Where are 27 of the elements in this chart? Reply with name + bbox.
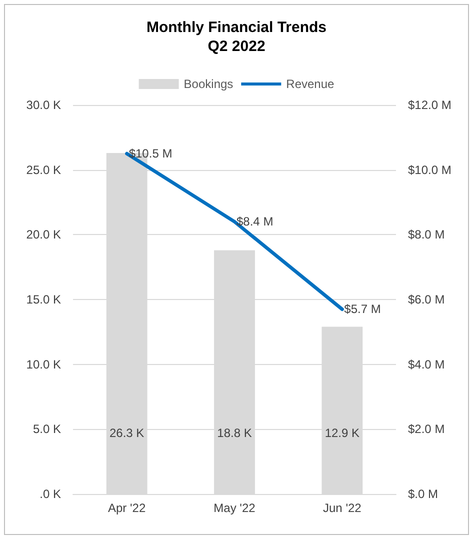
y-tick-label: 5.0 K	[32, 422, 61, 436]
x-tick-label: Apr '22	[108, 501, 146, 515]
legend-label: Revenue	[286, 77, 335, 91]
y-tick-label: 20.0 K	[26, 228, 61, 242]
y-tick-label: 15.0 K	[26, 292, 61, 306]
y-tick-label: .0 K	[40, 487, 61, 501]
y2-tick-label: $8.0 M	[408, 228, 445, 242]
legend-label: Bookings	[184, 77, 234, 91]
y2-tick-label: $.0 M	[408, 487, 438, 501]
data-label: 18.8 K	[217, 426, 252, 440]
chart-title: Monthly Financial Trends	[146, 19, 327, 36]
data-label: $8.4 M	[236, 214, 274, 229]
x-tick-label: May '22	[214, 501, 256, 515]
y-tick-label: 30.0 K	[26, 98, 61, 112]
x-tick-label: Jun '22	[323, 501, 362, 515]
y2-tick-label: $2.0 M	[408, 422, 445, 436]
data-label: $5.7 M	[344, 302, 381, 316]
y-tick-label: 10.0 K	[26, 357, 61, 372]
data-label: $10.5 M	[128, 146, 172, 161]
y2-tick-label: $12.0 M	[408, 98, 452, 112]
data-label: 12.9 K	[324, 426, 360, 440]
y2-tick-label: $6.0 M	[408, 292, 445, 306]
data-label: 26.3 K	[109, 426, 144, 440]
chart-subtitle: Q2 2022	[208, 38, 266, 55]
y-tick-label: 25.0 K	[26, 162, 61, 177]
y2-tick-label: $10.0 M	[408, 162, 452, 177]
y2-tick-label: $4.0 M	[408, 357, 445, 372]
